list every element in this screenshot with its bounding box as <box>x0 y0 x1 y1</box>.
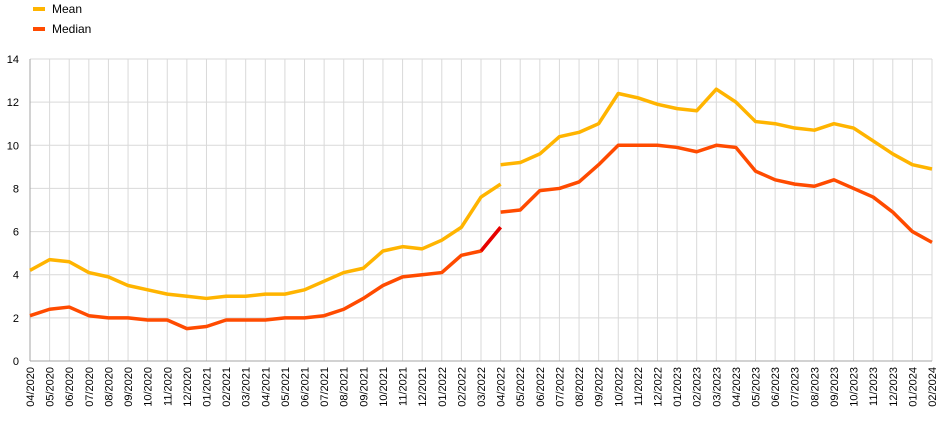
x-tick-label: 08/2021 <box>339 367 351 407</box>
y-tick-label: 10 <box>7 140 19 152</box>
x-tick-label: 06/2020 <box>64 367 76 407</box>
x-tick-label: 10/2020 <box>143 367 155 407</box>
x-tick-label: 07/2020 <box>84 367 96 407</box>
y-tick-label: 12 <box>7 97 19 109</box>
x-tick-label: 07/2021 <box>319 367 331 407</box>
x-tick-label: 08/2020 <box>103 367 115 407</box>
x-tick-label: 07/2022 <box>554 367 566 407</box>
x-tick-label: 03/2021 <box>241 367 253 407</box>
x-tick-label: 09/2023 <box>829 367 841 407</box>
x-tick-label: 04/2021 <box>260 367 272 407</box>
x-tick-label: 03/2023 <box>711 367 723 407</box>
x-tick-label: 01/2024 <box>907 367 919 407</box>
legend-label-mean: Mean <box>52 2 82 16</box>
x-tick-label: 02/2023 <box>692 367 704 407</box>
x-tick-label: 12/2020 <box>182 367 194 407</box>
x-tick-label: 04/2022 <box>496 367 508 407</box>
x-tick-label: 09/2022 <box>594 367 606 407</box>
grid <box>29 58 933 362</box>
x-tick-label: 10/2021 <box>378 367 390 407</box>
x-tick-label: 06/2021 <box>300 367 312 407</box>
y-tick-label: 8 <box>13 183 19 195</box>
x-tick-label: 08/2022 <box>574 367 586 407</box>
x-tick-label: 11/2020 <box>162 367 174 406</box>
x-tick-label: 06/2022 <box>535 367 547 407</box>
x-tick-label: 05/2023 <box>751 367 763 407</box>
y-tick-label: 14 <box>7 54 19 66</box>
x-tick-label: 03/2022 <box>476 367 488 407</box>
x-tick-label: 10/2023 <box>849 367 861 407</box>
x-tick-label: 12/2023 <box>888 367 900 407</box>
x-tick-label: 05/2022 <box>515 367 527 407</box>
x-tick-label: 01/2022 <box>437 367 449 407</box>
series-line-mean <box>29 182 502 301</box>
x-tick-label: 10/2022 <box>613 367 625 407</box>
y-tick-label: 0 <box>13 356 19 368</box>
x-tick-label: 09/2020 <box>123 367 135 407</box>
series-line-median-highlight <box>479 226 502 253</box>
series-lines <box>29 87 933 331</box>
x-tick-label: 12/2021 <box>417 367 429 407</box>
x-tick-label: 07/2023 <box>790 367 802 407</box>
legend-label-median: Median <box>52 22 91 36</box>
y-tick-label: 2 <box>13 313 19 325</box>
x-tick-label: 01/2021 <box>201 367 213 407</box>
series-line-median <box>29 226 502 331</box>
x-tick-label: 04/2023 <box>731 367 743 407</box>
x-tick-label: 11/2023 <box>868 367 880 406</box>
series-line-median <box>500 143 933 244</box>
y-tick-label: 4 <box>13 270 19 282</box>
x-tick-label: 04/2020 <box>25 367 37 407</box>
x-tick-label: 02/2024 <box>927 367 939 407</box>
x-tick-label: 06/2023 <box>770 367 782 407</box>
x-tick-label: 02/2021 <box>221 367 233 407</box>
x-tick-label: 12/2022 <box>652 367 664 407</box>
series-line-mean <box>500 87 933 171</box>
x-tick-label: 05/2020 <box>45 367 57 407</box>
y-tick-label: 6 <box>13 227 19 239</box>
x-tick-label: 11/2021 <box>398 367 410 406</box>
x-tick-label: 09/2021 <box>358 367 370 407</box>
axes: 0 2 4 6 8 10 12 14 04/2020 05/2020 06/2020 07/2020 0… <box>7 54 939 407</box>
x-tick-label: 08/2023 <box>809 367 821 407</box>
x-tick-label: 05/2021 <box>280 367 292 407</box>
x-tick-label: 01/2023 <box>672 367 684 407</box>
x-tick-label: 02/2022 <box>456 367 468 407</box>
legend: Mean Median <box>33 2 91 36</box>
x-tick-label: 11/2022 <box>633 367 645 406</box>
